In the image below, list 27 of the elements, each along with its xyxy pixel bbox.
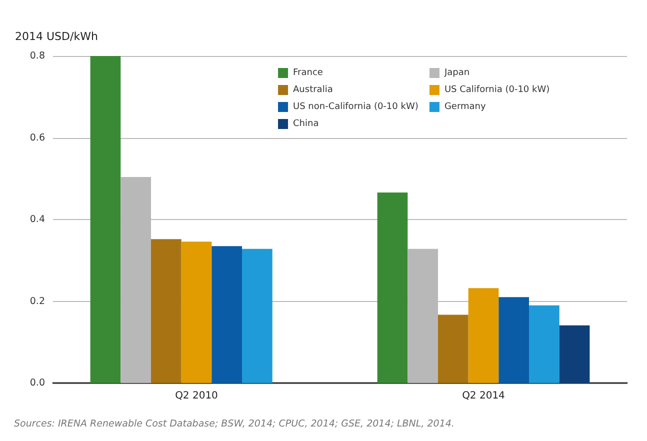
bar [150, 239, 182, 383]
bar [377, 192, 408, 383]
y-tick-label: 0.4 [30, 214, 45, 225]
bar [242, 248, 272, 383]
y-tick-label: 0.8 [30, 50, 45, 62]
y-tick-label: 0.2 [30, 296, 45, 307]
legend-label: China [293, 119, 319, 129]
legend-label: US California (0-10 kW) [444, 85, 550, 95]
legend-label: Japan [443, 68, 470, 78]
bar [212, 246, 242, 383]
bar [438, 314, 468, 383]
bar [181, 242, 212, 383]
bar [529, 305, 560, 383]
bar [498, 297, 530, 383]
x-tick-label: Q2 2010 [175, 390, 218, 402]
y-axis-title: 2014 USD/kWh [15, 30, 98, 43]
y-tick-label: 0.0 [30, 378, 45, 388]
x-tick-label: Q2 2014 [462, 390, 505, 402]
legend-label: Australia [293, 85, 333, 95]
legend-label: France [293, 68, 324, 78]
legend-label: Germany [444, 102, 486, 112]
source-note: Sources: IRENA Renewable Cost Database; BSW, 2014; CPUC, 2014; GSE, 2014; LBNL, 2014. [14, 418, 454, 430]
bar [468, 288, 499, 383]
y-tick-label: 0.6 [30, 132, 45, 144]
bar [559, 325, 590, 383]
legend-label: US non-California (0-10 kW) [293, 102, 418, 112]
bar [90, 56, 121, 383]
